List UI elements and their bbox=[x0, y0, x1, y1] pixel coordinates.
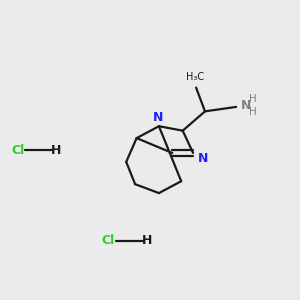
Text: H: H bbox=[249, 107, 256, 117]
Text: N: N bbox=[241, 99, 251, 112]
Text: Cl: Cl bbox=[11, 143, 24, 157]
Text: N: N bbox=[197, 152, 208, 165]
Text: Cl: Cl bbox=[102, 234, 115, 247]
Text: H₃C: H₃C bbox=[185, 72, 204, 82]
Text: H: H bbox=[249, 94, 256, 103]
Text: H: H bbox=[142, 234, 152, 247]
Text: N: N bbox=[153, 111, 164, 124]
Text: H: H bbox=[51, 143, 62, 157]
